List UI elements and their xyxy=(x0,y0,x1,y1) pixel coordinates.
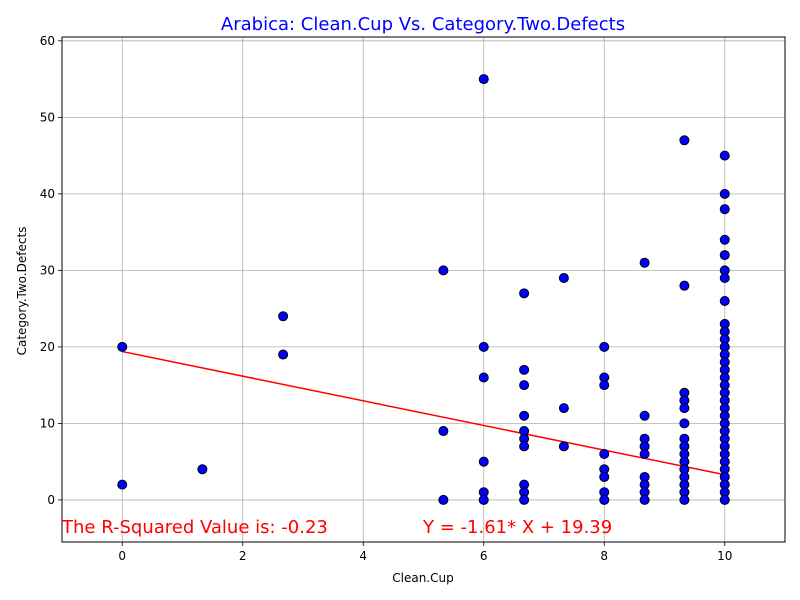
regression-layer xyxy=(122,350,725,476)
data-point xyxy=(719,204,730,215)
y-tick-label: 20 xyxy=(40,340,55,354)
data-point xyxy=(679,494,690,505)
plot-frame xyxy=(61,36,786,543)
data-point xyxy=(639,257,650,268)
x-tick-label: 0 xyxy=(118,549,126,563)
data-point xyxy=(679,418,690,429)
data-point xyxy=(679,403,690,414)
data-point xyxy=(478,494,489,505)
data-point xyxy=(599,449,610,460)
regression-equation-annotation: Y = -1.61* X + 19.39 xyxy=(422,517,612,538)
data-point xyxy=(599,471,610,482)
data-point xyxy=(719,494,730,505)
x-tick-label: 6 xyxy=(480,549,488,563)
data-point xyxy=(639,410,650,421)
y-tick-label: 0 xyxy=(47,493,55,507)
data-point xyxy=(639,494,650,505)
data-point xyxy=(719,234,730,245)
data-point xyxy=(719,295,730,306)
data-point xyxy=(519,288,530,299)
y-tick-label: 60 xyxy=(40,34,55,48)
data-point xyxy=(679,280,690,291)
x-tick-label: 10 xyxy=(717,549,732,563)
data-point xyxy=(519,380,530,391)
x-tick-label: 2 xyxy=(239,549,247,563)
data-point xyxy=(599,341,610,352)
data-point xyxy=(719,150,730,161)
data-point xyxy=(478,372,489,383)
data-point xyxy=(478,341,489,352)
data-point xyxy=(438,494,449,505)
chart-title: Arabica: Clean.Cup Vs. Category.Two.Defe… xyxy=(221,14,625,35)
data-point xyxy=(519,410,530,421)
y-tick-label: 30 xyxy=(40,263,55,277)
x-axis-label: Clean.Cup xyxy=(392,571,453,585)
y-tick-label: 40 xyxy=(40,187,55,201)
data-point xyxy=(599,380,610,391)
data-point xyxy=(679,135,690,146)
data-point xyxy=(639,449,650,460)
data-point xyxy=(278,311,289,322)
data-point xyxy=(719,188,730,199)
data-point xyxy=(719,273,730,284)
y-tick-label: 10 xyxy=(40,416,55,430)
data-point xyxy=(519,494,530,505)
y-tick-label: 50 xyxy=(40,110,55,124)
data-point xyxy=(558,441,569,452)
data-point xyxy=(719,250,730,261)
x-tick-label: 4 xyxy=(359,549,367,563)
data-point xyxy=(117,479,128,490)
data-point xyxy=(478,74,489,85)
data-point xyxy=(438,265,449,276)
ticks: 0 2 4 6 8 10 0 10 20 30 40 50 60 xyxy=(40,34,733,563)
data-point xyxy=(519,441,530,452)
data-point xyxy=(197,464,208,475)
regression-line xyxy=(122,350,725,476)
y-axis-label: Category.Two.Defects xyxy=(15,227,29,356)
data-point xyxy=(558,273,569,284)
data-point xyxy=(117,341,128,352)
data-point xyxy=(558,403,569,414)
x-tick-label: 8 xyxy=(600,549,608,563)
grid xyxy=(62,37,785,542)
data-point xyxy=(599,494,610,505)
data-point xyxy=(519,364,530,375)
data-point xyxy=(478,456,489,467)
data-point xyxy=(278,349,289,360)
r-squared-annotation: The R-Squared Value is: -0.23 xyxy=(61,517,328,538)
data-point xyxy=(438,426,449,437)
points-layer xyxy=(117,74,730,505)
